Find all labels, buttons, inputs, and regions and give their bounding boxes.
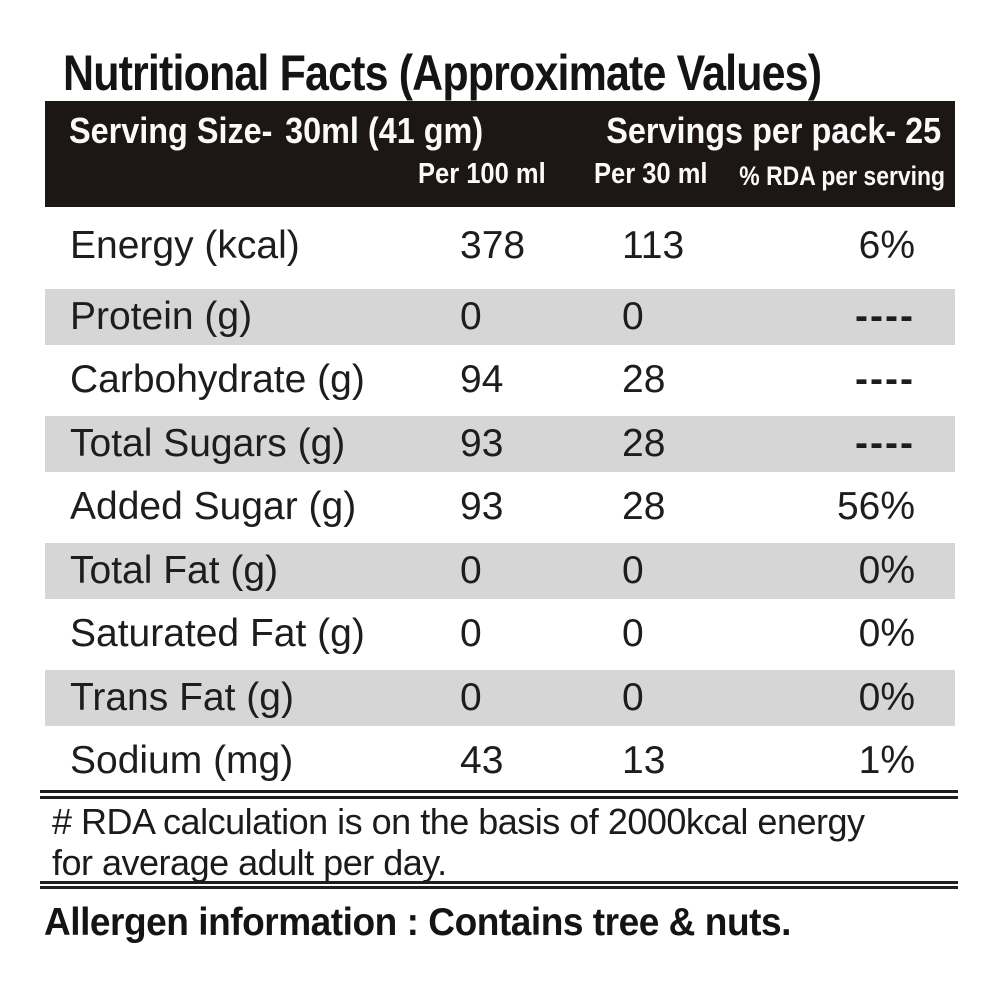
- table-row: Trans Fat (g) 0 0 0%: [45, 666, 955, 730]
- table-row: Sodium (mg) 43 13 1%: [45, 729, 955, 793]
- rda-footnote-line2: for average adult per day.: [52, 842, 447, 883]
- value-rda: 1%: [858, 739, 915, 783]
- value-per-100ml: 378: [460, 224, 526, 267]
- value-rda: ----: [855, 358, 915, 402]
- value-per-100ml: 0: [460, 675, 482, 719]
- value-per-30ml: 0: [622, 675, 644, 719]
- value-rda: 0%: [858, 612, 915, 656]
- table-header-bar: Serving Size- 30ml (41 gm) Servings per p…: [45, 101, 955, 207]
- table-row: Protein (g) 0 0 ----: [45, 285, 955, 349]
- row-label: Energy (kcal): [70, 224, 300, 267]
- row-label: Total Fat (g): [70, 548, 279, 592]
- row-label: Added Sugar (g): [70, 485, 357, 529]
- divider-double-line: [40, 881, 958, 889]
- column-header-per-100ml: Per 100 ml: [418, 158, 546, 190]
- row-label: Trans Fat (g): [70, 675, 294, 719]
- allergen-note: Allergen information : Contains tree & n…: [44, 901, 791, 944]
- table-row: Energy (kcal) 378 113 6%: [45, 207, 955, 285]
- value-per-30ml: 13: [622, 739, 666, 783]
- row-label: Carbohydrate (g): [70, 358, 365, 402]
- value-per-100ml: 0: [460, 612, 482, 656]
- value-rda: ----: [855, 421, 915, 465]
- value-rda: 0%: [858, 548, 915, 592]
- value-rda: 0%: [858, 675, 915, 719]
- value-per-100ml: 93: [460, 421, 504, 465]
- table-row: Total Fat (g) 0 0 0%: [45, 539, 955, 603]
- value-per-30ml: 28: [622, 421, 666, 465]
- column-header-rda: % RDA per serving: [739, 161, 945, 191]
- value-per-30ml: 0: [622, 612, 644, 656]
- table-row: Saturated Fat (g) 0 0 0%: [45, 602, 955, 666]
- table-row: Total Sugars (g) 93 28 ----: [45, 412, 955, 476]
- value-per-30ml: 0: [622, 294, 644, 338]
- serving-size-value: 30ml (41 gm): [285, 110, 484, 151]
- rda-footnote: # RDA calculation is on the basis of 200…: [52, 801, 982, 883]
- rda-footnote-line1: # RDA calculation is on the basis of 200…: [52, 801, 865, 842]
- row-label: Protein (g): [70, 294, 253, 338]
- page-title: Nutritional Facts (Approximate Values): [63, 45, 822, 101]
- divider-double-line: [40, 790, 958, 799]
- value-rda: ----: [855, 294, 915, 338]
- table-row: Added Sugar (g) 93 28 56%: [45, 475, 955, 539]
- row-label: Sodium (mg): [70, 739, 294, 783]
- nutrition-table: Energy (kcal) 378 113 6% Protein (g) 0 0…: [45, 207, 955, 793]
- column-header-per-30ml: Per 30 ml: [594, 158, 708, 190]
- table-row: Carbohydrate (g) 94 28 ----: [45, 348, 955, 412]
- value-rda: 6%: [858, 224, 915, 267]
- serving-size-text: Serving Size- 30ml (41 gm): [69, 110, 483, 152]
- value-per-100ml: 43: [460, 739, 504, 783]
- row-label: Saturated Fat (g): [70, 612, 365, 656]
- value-per-100ml: 0: [460, 294, 482, 338]
- value-rda: 56%: [836, 485, 915, 529]
- row-label: Total Sugars (g): [70, 421, 346, 465]
- value-per-100ml: 0: [460, 548, 482, 592]
- servings-per-pack-text: Servings per pack- 25: [606, 110, 941, 151]
- value-per-100ml: 94: [460, 358, 504, 402]
- value-per-30ml: 28: [622, 358, 666, 402]
- serving-size-label: Serving Size-: [69, 110, 273, 151]
- value-per-30ml: 113: [622, 224, 685, 267]
- value-per-30ml: 28: [622, 485, 666, 529]
- value-per-100ml: 93: [460, 485, 504, 529]
- value-per-30ml: 0: [622, 548, 644, 592]
